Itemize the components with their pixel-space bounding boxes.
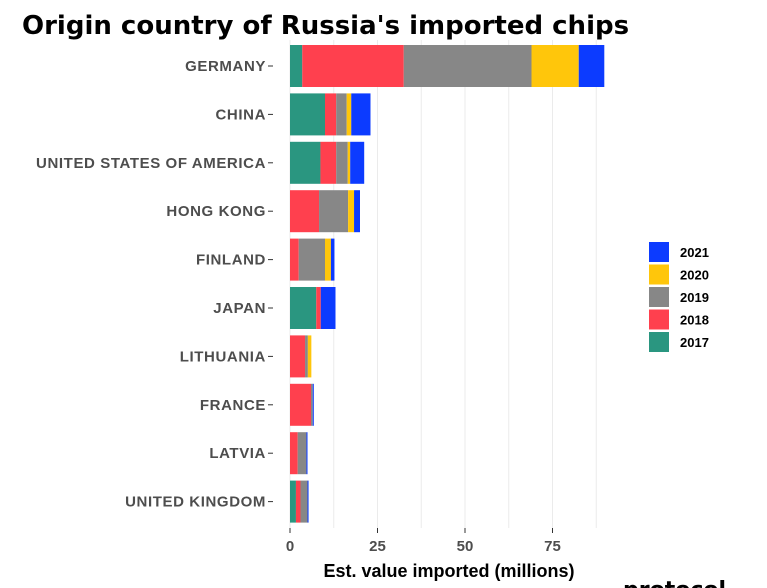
x-axis: 0 25 50 75 [286,528,561,555]
legend-label: 2017 [680,335,709,350]
legend-label: 2019 [680,290,709,305]
category-label: HONG KONG [166,203,266,220]
legend-label: 2020 [680,268,709,283]
bar-segment [316,287,321,329]
category-label: JAPAN [213,300,266,317]
bar-segment [290,287,317,329]
bar-segment [297,432,307,475]
category-label: UNITED STATES OF AMERICA [36,155,266,172]
bar-segment [290,190,320,233]
x-tick-label: 25 [369,538,386,555]
category-label: LATVIA [209,445,266,462]
bar-segment [290,45,303,87]
chart-title: Origin country of Russia's imported chip… [22,11,629,41]
y-axis: GERMANY CHINA UNITED STATES OF AMERICA HONG… [36,58,273,511]
bar-segment [319,190,349,233]
x-tick-label: 75 [544,538,561,555]
bar-segment [325,93,337,136]
bar-segment [325,238,331,281]
bar-segment [578,45,605,87]
bar-segment [311,383,313,426]
bar-segment [354,190,360,233]
bar-segment [306,432,308,475]
legend-swatch [649,332,669,352]
bar-segment [290,141,321,184]
legend-swatch [649,242,669,262]
category-label: FINLAND [196,252,266,269]
bar-segment [290,432,298,475]
category-label: CHINA [216,106,267,123]
bar-segment [403,45,532,87]
bar-segment [346,93,352,136]
bar-segment [290,480,296,523]
category-label: GERMANY [185,58,266,75]
bar-segment [307,335,312,378]
bar-segment [336,141,348,184]
bar-segment [531,45,579,87]
legend-swatch [649,309,669,330]
x-axis-title: Est. value imported (millions) [323,561,574,581]
bar-segment [290,93,325,136]
bar-segment [348,190,355,233]
category-label: UNITED KINGDOM [125,494,266,511]
bar-segment [302,45,404,87]
bar-segment [290,238,299,281]
bar-segment [307,480,309,523]
brand-logo: protocol [623,578,726,588]
legend-swatch [649,287,669,307]
bar-segment [350,141,365,184]
category-label: FRANCE [200,397,266,414]
bar-segment [290,335,306,378]
bar-segment [320,141,337,184]
bar-segment [298,238,325,281]
legend-label: 2018 [680,313,709,328]
bar-segment [330,238,335,281]
bar-segment [320,287,336,329]
bar-segment [300,480,308,523]
bar-segment [347,141,351,184]
bar-segment [351,93,371,136]
legend-swatch [649,264,669,285]
legend-label: 2021 [680,245,709,260]
bar-segment [305,335,308,378]
x-tick-label: 50 [457,538,474,555]
legend: 2021 2020 2019 2018 2017 [649,242,709,352]
x-tick-label: 0 [286,538,294,555]
category-label: LITHUANIA [180,348,266,365]
bar-segment [336,93,347,136]
bar-segment [295,480,301,523]
bar-segment [290,383,311,426]
bar-segment [312,383,314,426]
plot-area [290,45,605,523]
